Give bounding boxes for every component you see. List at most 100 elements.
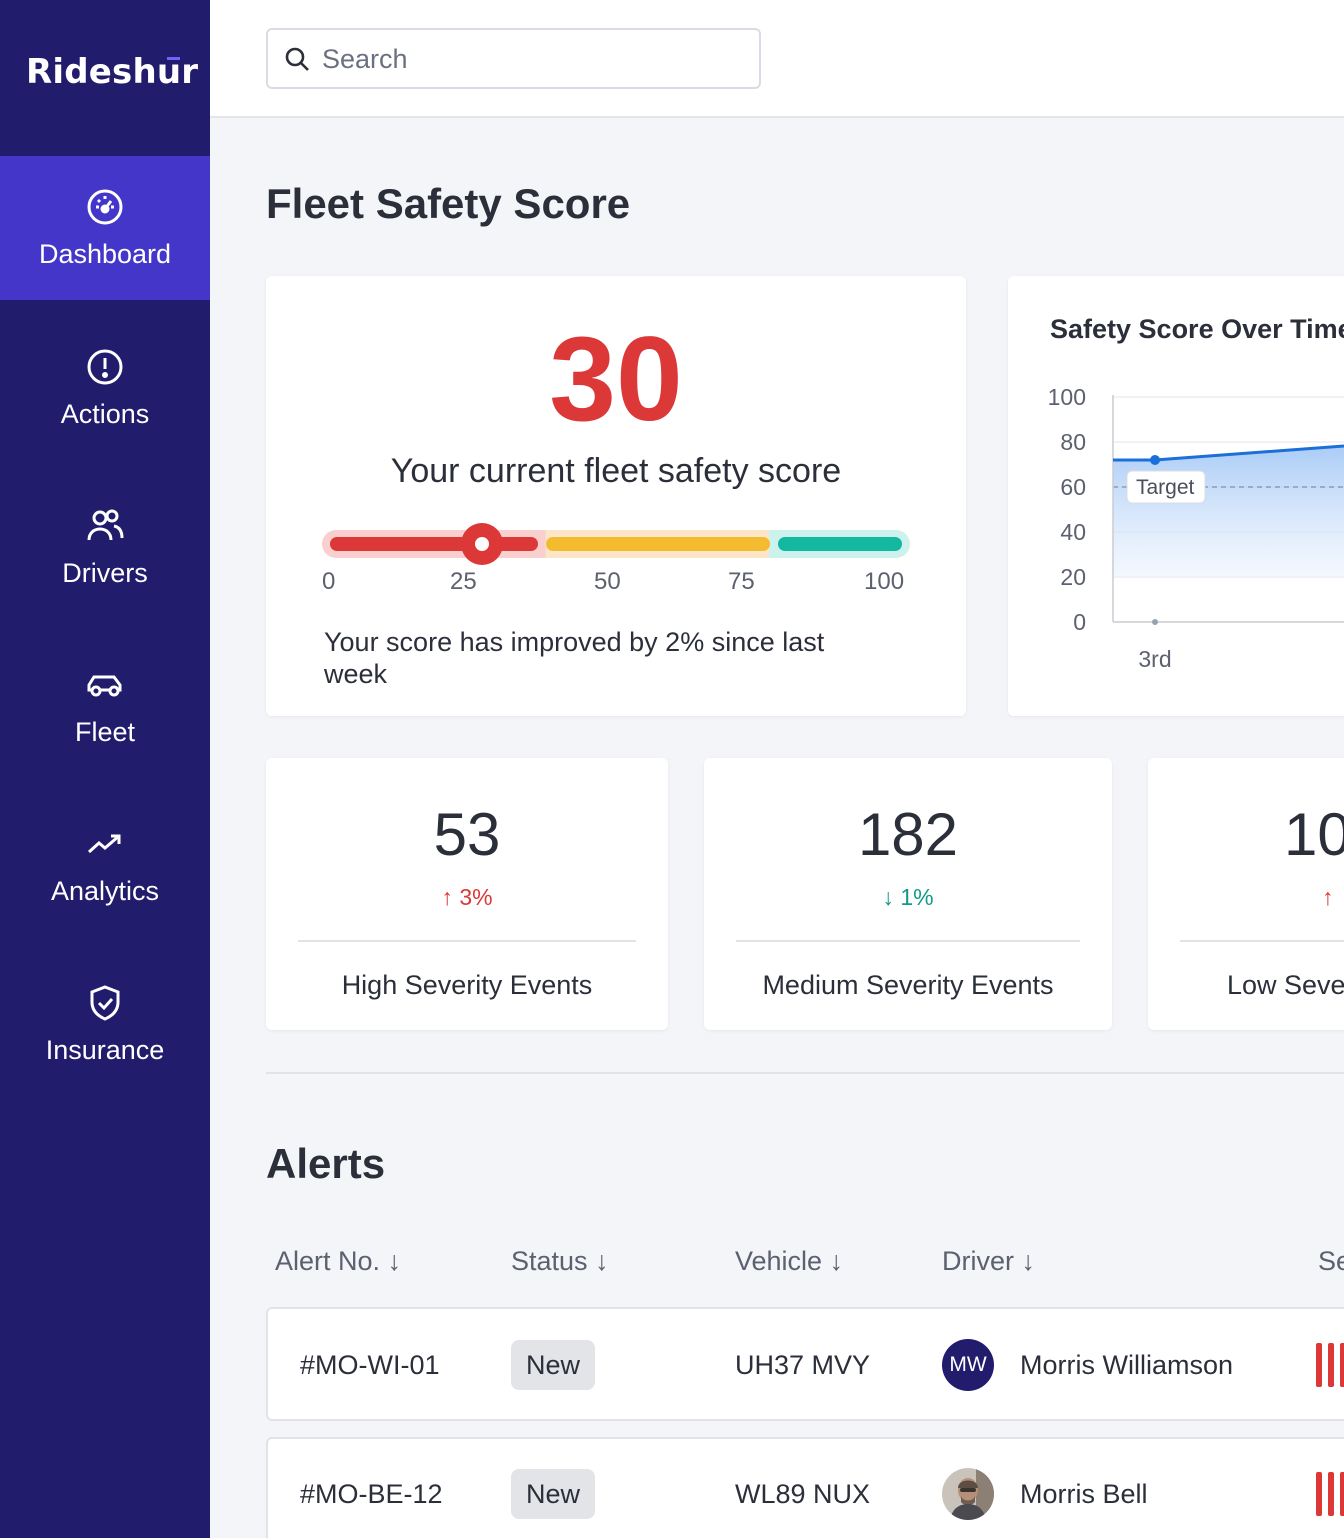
column-header-label: Alert No. — [275, 1246, 381, 1276]
chart-area — [1113, 446, 1344, 577]
sidebar-item-label: Actions — [60, 398, 150, 429]
chart-title: Safety Score Over Time — [1050, 314, 1344, 344]
column-header-label: Vehicle — [735, 1246, 823, 1276]
chart-y-tick-label: 100 — [1048, 384, 1086, 410]
sidebar-item-insurance[interactable]: Insurance — [0, 952, 210, 1096]
sort-arrow-icon: ↓ — [387, 1246, 402, 1276]
search-icon — [285, 47, 309, 71]
chart-x-tick-label: 3rd — [1138, 646, 1171, 672]
sidebar-item-label: Analytics — [50, 875, 160, 906]
column-header-alert-no[interactable]: Alert No. ↓ — [275, 1246, 401, 1277]
gauge-tick: 25 — [450, 568, 477, 595]
section-divider — [266, 1072, 1344, 1074]
gauge-tick: 75 — [728, 568, 755, 595]
driver-photo-icon — [942, 1468, 994, 1520]
stat-card-low[interactable] — [1148, 758, 1344, 1030]
sidebar-item-label: Insurance — [45, 1034, 165, 1065]
stat-delta: ↓ 1% — [704, 884, 1112, 911]
severity-indicator — [1316, 1472, 1344, 1516]
search-box[interactable] — [266, 28, 761, 89]
alert-number[interactable]: #MO-BE-12 — [300, 1479, 443, 1509]
chart-data-point — [1150, 455, 1160, 465]
stat-delta-value: 3% — [459, 884, 493, 910]
stat-value: 10 — [1284, 801, 1344, 868]
stat-card-high[interactable] — [266, 758, 668, 1030]
status-badge: New — [511, 1469, 595, 1519]
sidebar-item-dashboard[interactable]: Dashboard — [0, 156, 210, 300]
sidebar: Rideshur Dashboard Actions Drivers Fleet… — [0, 0, 210, 1538]
gauge-tick: 0 — [322, 568, 336, 595]
vehicle-plate[interactable]: UH37 MVY — [735, 1350, 871, 1380]
driver-name[interactable]: Morris Williamson — [1020, 1350, 1234, 1380]
stat-divider — [298, 940, 636, 942]
gauge-knob — [460, 523, 503, 565]
column-header-label: Se — [1318, 1246, 1344, 1276]
sidebar-item-fleet[interactable]: Fleet — [0, 634, 210, 778]
arrow-up-icon: ↑ — [441, 884, 453, 910]
chart-x-tick-dot — [1152, 619, 1158, 625]
gauge-segment-green — [778, 537, 902, 551]
stat-delta: ↑ 3% — [266, 884, 668, 911]
status-badge: New — [511, 1340, 595, 1390]
vehicle-plate[interactable]: WL89 NUX — [735, 1479, 871, 1509]
score-card — [266, 276, 966, 716]
chart-y-tick-label: 0 — [1073, 609, 1086, 635]
column-header-status[interactable]: Status ↓ — [511, 1246, 609, 1277]
column-header-label: Driver — [942, 1246, 1014, 1276]
safety-score-value: 30 — [549, 312, 683, 446]
search-input[interactable] — [322, 40, 742, 78]
score-caption: Your current fleet safety score — [390, 452, 842, 490]
page-title: Fleet Safety Score — [266, 180, 631, 227]
stat-value: 53 — [433, 801, 501, 868]
gauge-segment-yellow — [546, 537, 770, 551]
alerts-title: Alerts — [266, 1140, 386, 1187]
stat-card-medium[interactable] — [704, 758, 1112, 1030]
table-row[interactable] — [266, 1307, 1344, 1421]
shield-check-icon — [90, 984, 120, 1021]
sidebar-item-label: Fleet — [74, 716, 136, 747]
sort-arrow-icon: ↓ — [829, 1246, 844, 1276]
column-header-vehicle[interactable]: Vehicle ↓ — [735, 1246, 843, 1277]
stat-value: 182 — [857, 801, 959, 868]
stat-label: Low Seve — [1227, 970, 1344, 1000]
avatar: MW — [942, 1339, 994, 1391]
sidebar-item-actions[interactable]: Actions — [0, 316, 210, 460]
alert-circle-icon — [87, 349, 123, 384]
sidebar-item-drivers[interactable]: Drivers — [0, 475, 210, 619]
stat-label: Medium Severity Events — [762, 970, 1054, 1000]
alert-number[interactable]: #MO-WI-01 — [300, 1350, 440, 1380]
gauge-tick: 50 — [594, 568, 621, 595]
column-header-driver[interactable]: Driver ↓ — [942, 1246, 1035, 1277]
chart-y-tick-label: 60 — [1060, 474, 1086, 500]
gauge-tick: 100 — [864, 568, 905, 595]
car-icon — [87, 675, 122, 696]
sort-arrow-icon: ↓ — [1021, 1246, 1036, 1276]
severity-indicator — [1316, 1343, 1344, 1387]
stat-divider — [736, 940, 1080, 942]
chart-y-tick-label: 80 — [1060, 429, 1086, 455]
arrow-down-icon: ↓ — [882, 884, 894, 910]
top-bar — [210, 0, 1344, 118]
stat-delta-value: 1% — [900, 884, 934, 910]
sidebar-item-analytics[interactable]: Analytics — [0, 793, 210, 937]
driver-name[interactable]: Morris Bell — [1020, 1479, 1148, 1509]
sort-arrow-icon: ↓ — [595, 1246, 609, 1276]
score-improvement-note: Your score has improved by 2% since last… — [324, 627, 825, 689]
safety-score-chart: 100 80 60 40 20 0 Target 3rd — [1048, 384, 1344, 672]
gauge-segment-red — [330, 537, 538, 551]
target-label: Target — [1126, 470, 1206, 504]
sidebar-item-label: Drivers — [62, 557, 148, 588]
brand-mark — [167, 57, 180, 60]
arrow-up-icon: ↑ — [1322, 884, 1334, 910]
trending-up-icon — [87, 834, 121, 853]
dashboard-icon — [87, 189, 123, 224]
sidebar-item-label: Dashboard — [38, 238, 172, 269]
avatar — [942, 1468, 994, 1520]
table-row[interactable] — [266, 1437, 1344, 1538]
column-header-label: Status — [511, 1246, 588, 1276]
target-label-text: Target — [1136, 476, 1195, 499]
chart-y-tick-label: 20 — [1060, 564, 1086, 590]
column-header-severity[interactable]: Se — [1318, 1246, 1344, 1277]
chart-y-tick-label: 40 — [1060, 519, 1086, 545]
users-icon — [87, 509, 124, 540]
